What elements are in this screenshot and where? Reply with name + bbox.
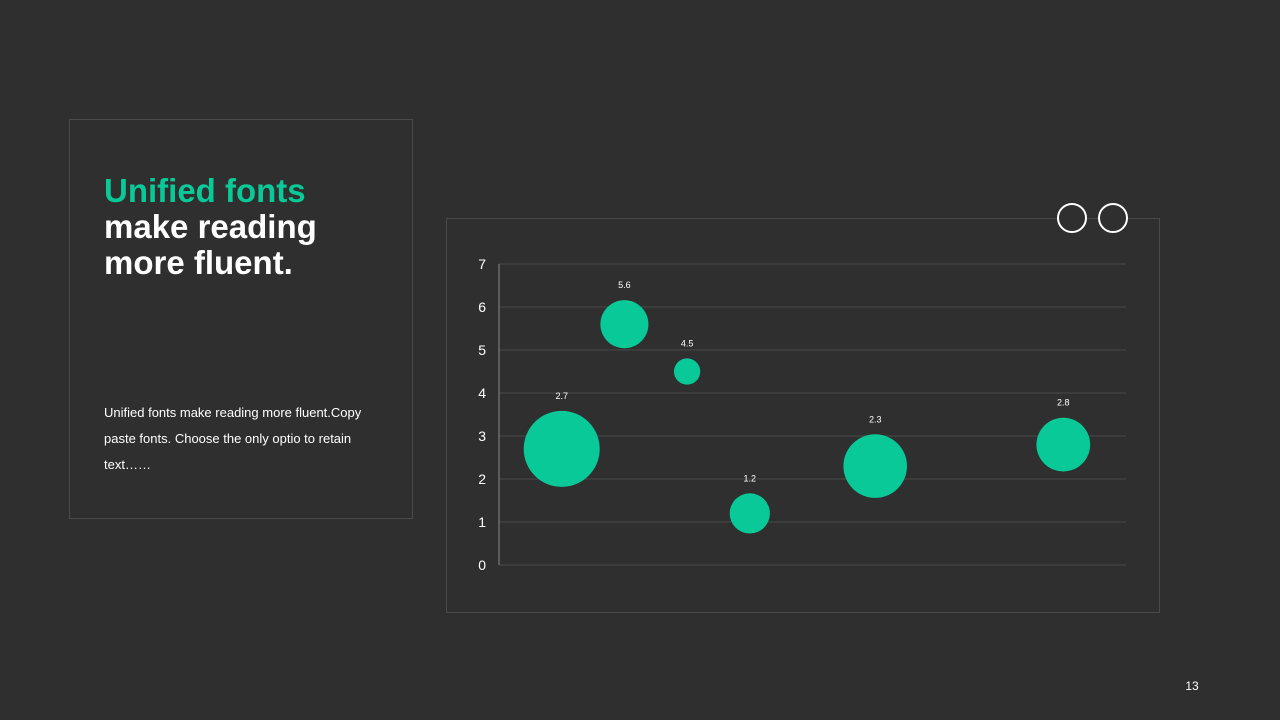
circle-button-2[interactable] bbox=[1098, 203, 1128, 233]
circle-button-1[interactable] bbox=[1057, 203, 1087, 233]
page-number: 13 bbox=[1185, 679, 1199, 693]
slide-heading: Unified fonts make reading more fluent. bbox=[104, 173, 404, 281]
slide-body-text: Unified fonts make reading more fluent.C… bbox=[104, 405, 362, 472]
chart-frame bbox=[446, 218, 1160, 613]
heading-rest: make reading more fluent. bbox=[104, 208, 317, 281]
heading-accent: Unified fonts bbox=[104, 172, 306, 209]
text-card: Unified fonts make reading more fluent. … bbox=[69, 119, 413, 519]
